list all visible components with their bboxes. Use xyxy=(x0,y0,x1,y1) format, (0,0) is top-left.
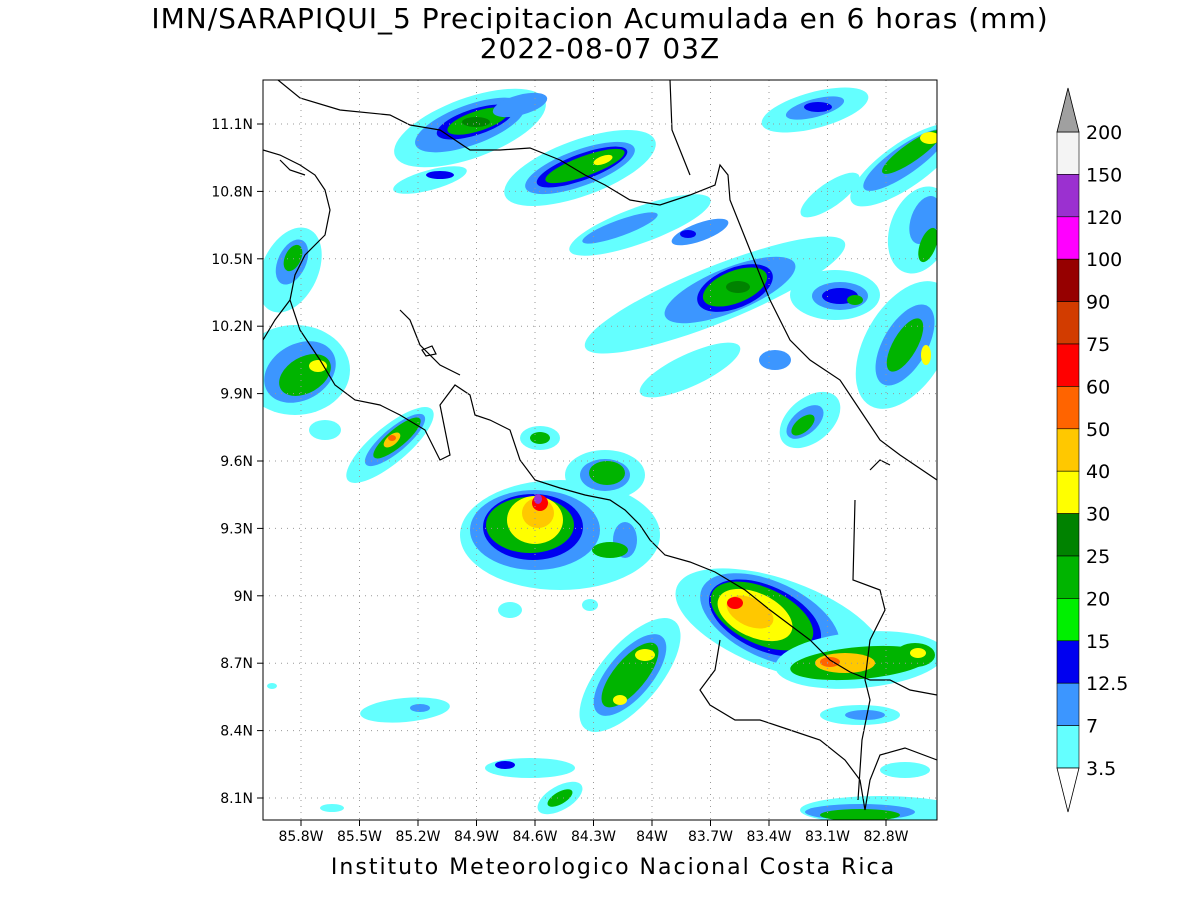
lon-tick-label: 83.1W xyxy=(805,829,850,845)
colorbar-swatch xyxy=(1056,470,1080,514)
colorbar-level-label: 50 xyxy=(1086,419,1110,441)
map-title: IMN/SARAPIQUI_5 Precipitacion Acumulada … xyxy=(151,2,1049,35)
colorbar-swatch xyxy=(1056,598,1080,642)
footer-credit: Instituto Meteorologico Nacional Costa R… xyxy=(330,855,897,880)
rain-cell-nicoya xyxy=(346,407,434,483)
lat-tick-label: 9N xyxy=(234,589,253,605)
coastline xyxy=(263,80,937,811)
colorbar-level-label: 90 xyxy=(1086,292,1110,314)
lat-tick-label: 8.7N xyxy=(220,656,253,672)
lon-tick-label: 85.5W xyxy=(337,829,382,845)
lat-tick-label: 8.1N xyxy=(220,791,253,807)
colorbar-bottom-arrow xyxy=(1056,767,1080,813)
colorbar-level-label: 30 xyxy=(1086,504,1110,526)
lon-tick-label: 84.6W xyxy=(512,829,557,845)
lon-tick-label: 83.7W xyxy=(688,829,733,845)
lat-tick-label: 9.3N xyxy=(220,521,253,537)
colorbar-level-label: 100 xyxy=(1086,249,1122,271)
colorbar-level-label: 75 xyxy=(1086,334,1110,356)
rain-cell-east-north xyxy=(761,87,869,133)
colorbar-level-label: 25 xyxy=(1086,546,1110,568)
colorbar-swatch xyxy=(1056,131,1080,175)
colorbar-swatch xyxy=(1056,428,1080,472)
rain-cell-central xyxy=(460,450,660,590)
colorbar-swatch xyxy=(1056,513,1080,557)
colorbar-level-label: 40 xyxy=(1086,461,1110,483)
colorbar-level-label: 20 xyxy=(1086,588,1110,610)
colorbar-swatch xyxy=(1056,343,1080,387)
rain-cell-south xyxy=(579,568,937,732)
axis-ticks: 11.1N 10.8N 10.5N 10.2N 9.9N 9.6N 9.3N 9N 8.7N 8.… xyxy=(211,117,908,845)
colorbar-level-label: 120 xyxy=(1086,207,1122,229)
colorbar-level-label: 3.5 xyxy=(1086,758,1116,780)
map-subtitle: 2022-08-07 03Z xyxy=(479,32,721,65)
lon-tick-label: 82.8W xyxy=(863,829,908,845)
colorbar-swatch xyxy=(1056,682,1080,726)
colorbar-swatch xyxy=(1056,301,1080,345)
lat-tick-label: 10.8N xyxy=(211,184,253,200)
colorbar-swatch xyxy=(1056,258,1080,302)
lon-tick-label: 85.8W xyxy=(278,829,323,845)
colorbar-level-label: 7 xyxy=(1086,716,1098,738)
rain-cell-central-north xyxy=(584,236,846,354)
lon-tick-label: 84.9W xyxy=(454,829,499,845)
colorbar-swatch xyxy=(1056,174,1080,218)
colorbar-level-label: 60 xyxy=(1086,376,1110,398)
colorbar-swatch xyxy=(1056,640,1080,684)
colorbar-swatch xyxy=(1056,555,1080,599)
colorbar-swatch xyxy=(1056,725,1080,769)
lat-tick-label: 11.1N xyxy=(211,117,253,133)
colorbar-level-label: 12.5 xyxy=(1086,673,1128,695)
colorbar-level-label: 200 xyxy=(1086,122,1122,144)
map-frame xyxy=(262,79,938,821)
colorbar-level-label: 15 xyxy=(1086,631,1110,653)
lat-tick-label: 10.5N xyxy=(211,252,253,268)
colorbar-level-label: 150 xyxy=(1086,164,1122,186)
precipitation-field xyxy=(263,87,937,820)
lon-tick-label: 84W xyxy=(636,829,668,845)
lon-tick-label: 85.2W xyxy=(395,829,440,845)
lon-tick-label: 84.3W xyxy=(571,829,616,845)
lat-tick-label: 8.4N xyxy=(220,724,253,740)
graticule xyxy=(263,80,937,820)
lat-tick-label: 10.2N xyxy=(211,319,253,335)
colorbar-top-arrow xyxy=(1056,87,1080,133)
rain-cell-north xyxy=(504,130,656,206)
lat-tick-label: 9.6N xyxy=(220,454,253,470)
colorbar-swatch xyxy=(1056,386,1080,430)
colorbar: 200 150 120 100 90 75 60 50 40 30 25 20 15 12.5 7 3.5 xyxy=(1056,87,1128,813)
lat-tick-label: 9.9N xyxy=(220,387,253,403)
colorbar-swatch xyxy=(1056,216,1080,260)
lon-tick-label: 83.4W xyxy=(746,829,791,845)
